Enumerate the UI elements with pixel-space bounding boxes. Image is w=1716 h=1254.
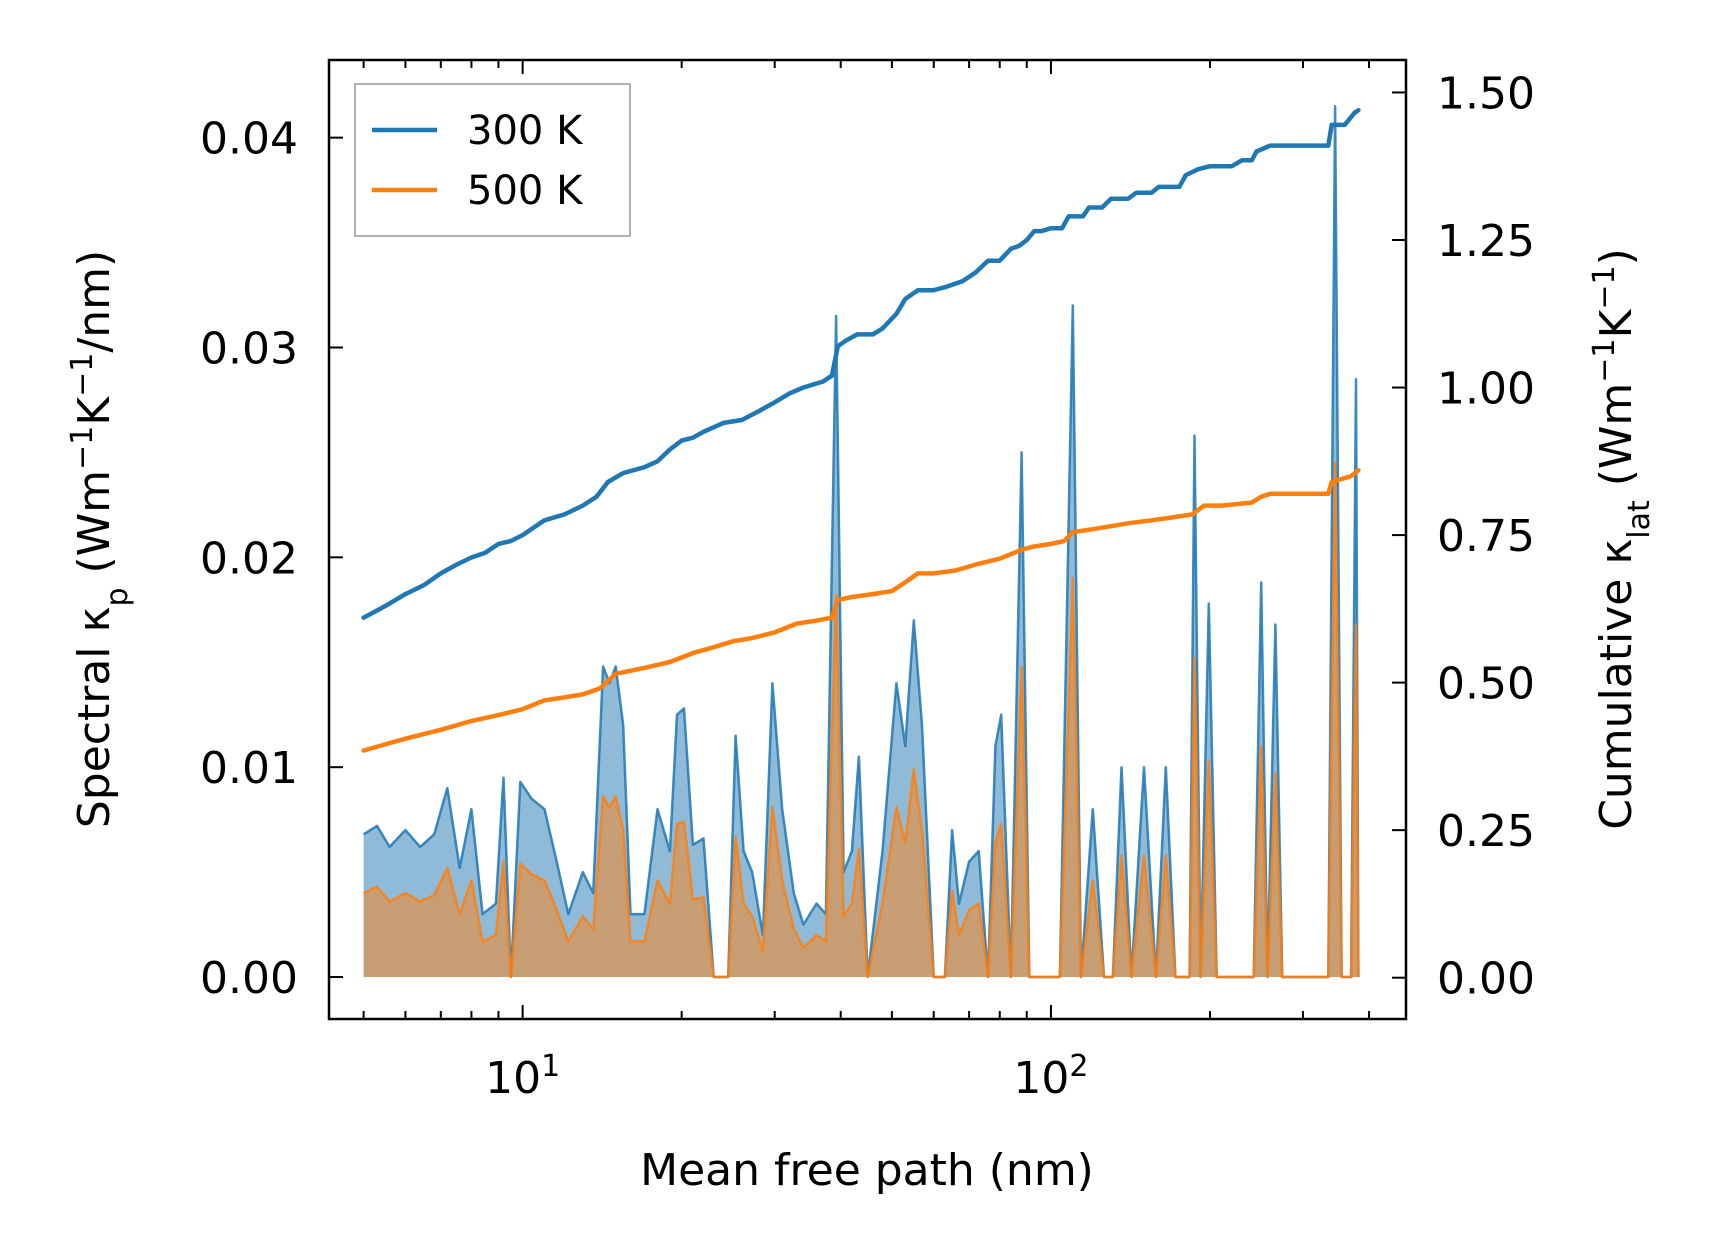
spectral-fill-layer [362,104,1360,979]
y-left-tick-label: 0.02 [200,533,298,584]
x-axis-title: Mean free path (nm) [640,1145,1094,1196]
legend: 300 K 500 K [354,83,631,237]
x-tick-label: 102 [1013,1049,1088,1105]
y-right-tick-label: 1.50 [1437,68,1535,119]
y-right-tick-label: 1.25 [1437,216,1535,267]
y-left-axis-title: Spectral κp(Wm−1K−1/nm) [65,250,135,828]
y-axis-right-label: Cumulative κlat(Wm−1K−1) [1587,248,1657,830]
x-tick-label: 101 [485,1049,560,1105]
y-left-tick-label: 0.00 [200,953,298,1004]
spectral-area-300k [363,106,1359,977]
cumulative-line-500k [361,467,1361,753]
legend-box [354,83,631,237]
tick-layer: 101 102 0.00 0.01 0.02 0.03 0.04 0.00 0.25 0.50 0.… [200,60,1535,1104]
y-left-tick-label: 0.01 [200,743,298,794]
plot-area: 101 102 0.00 0.01 0.02 0.03 0.04 0.00 0.25 0.50 0.… [200,58,1535,1104]
legend-label-500k: 500 K [467,168,584,214]
spectral-line-500k [363,461,1360,979]
y-right-tick-label: 0.75 [1437,511,1535,562]
y-right-tick-label: 0.50 [1437,659,1535,710]
y-right-tick-label: 1.00 [1437,364,1535,415]
y-axis-left-label: Spectral κp(Wm−1K−1/nm) [65,250,135,828]
x-axis-label: Mean free path (nm) [640,1145,1094,1196]
y-right-axis-title: Cumulative κlat(Wm−1K−1) [1587,248,1657,830]
cumulative-line-300k [361,107,1361,620]
y-left-tick-label: 0.04 [200,114,298,165]
cumulative-line-layer [361,107,1361,753]
legend-label-300k: 300 K [467,108,584,154]
y-right-tick-label: 0.00 [1437,954,1535,1005]
y-left-tick-label: 0.03 [200,323,298,374]
y-right-tick-label: 0.25 [1437,806,1535,857]
spectral-area-500k [363,462,1359,977]
plot-frame [327,58,1408,1021]
